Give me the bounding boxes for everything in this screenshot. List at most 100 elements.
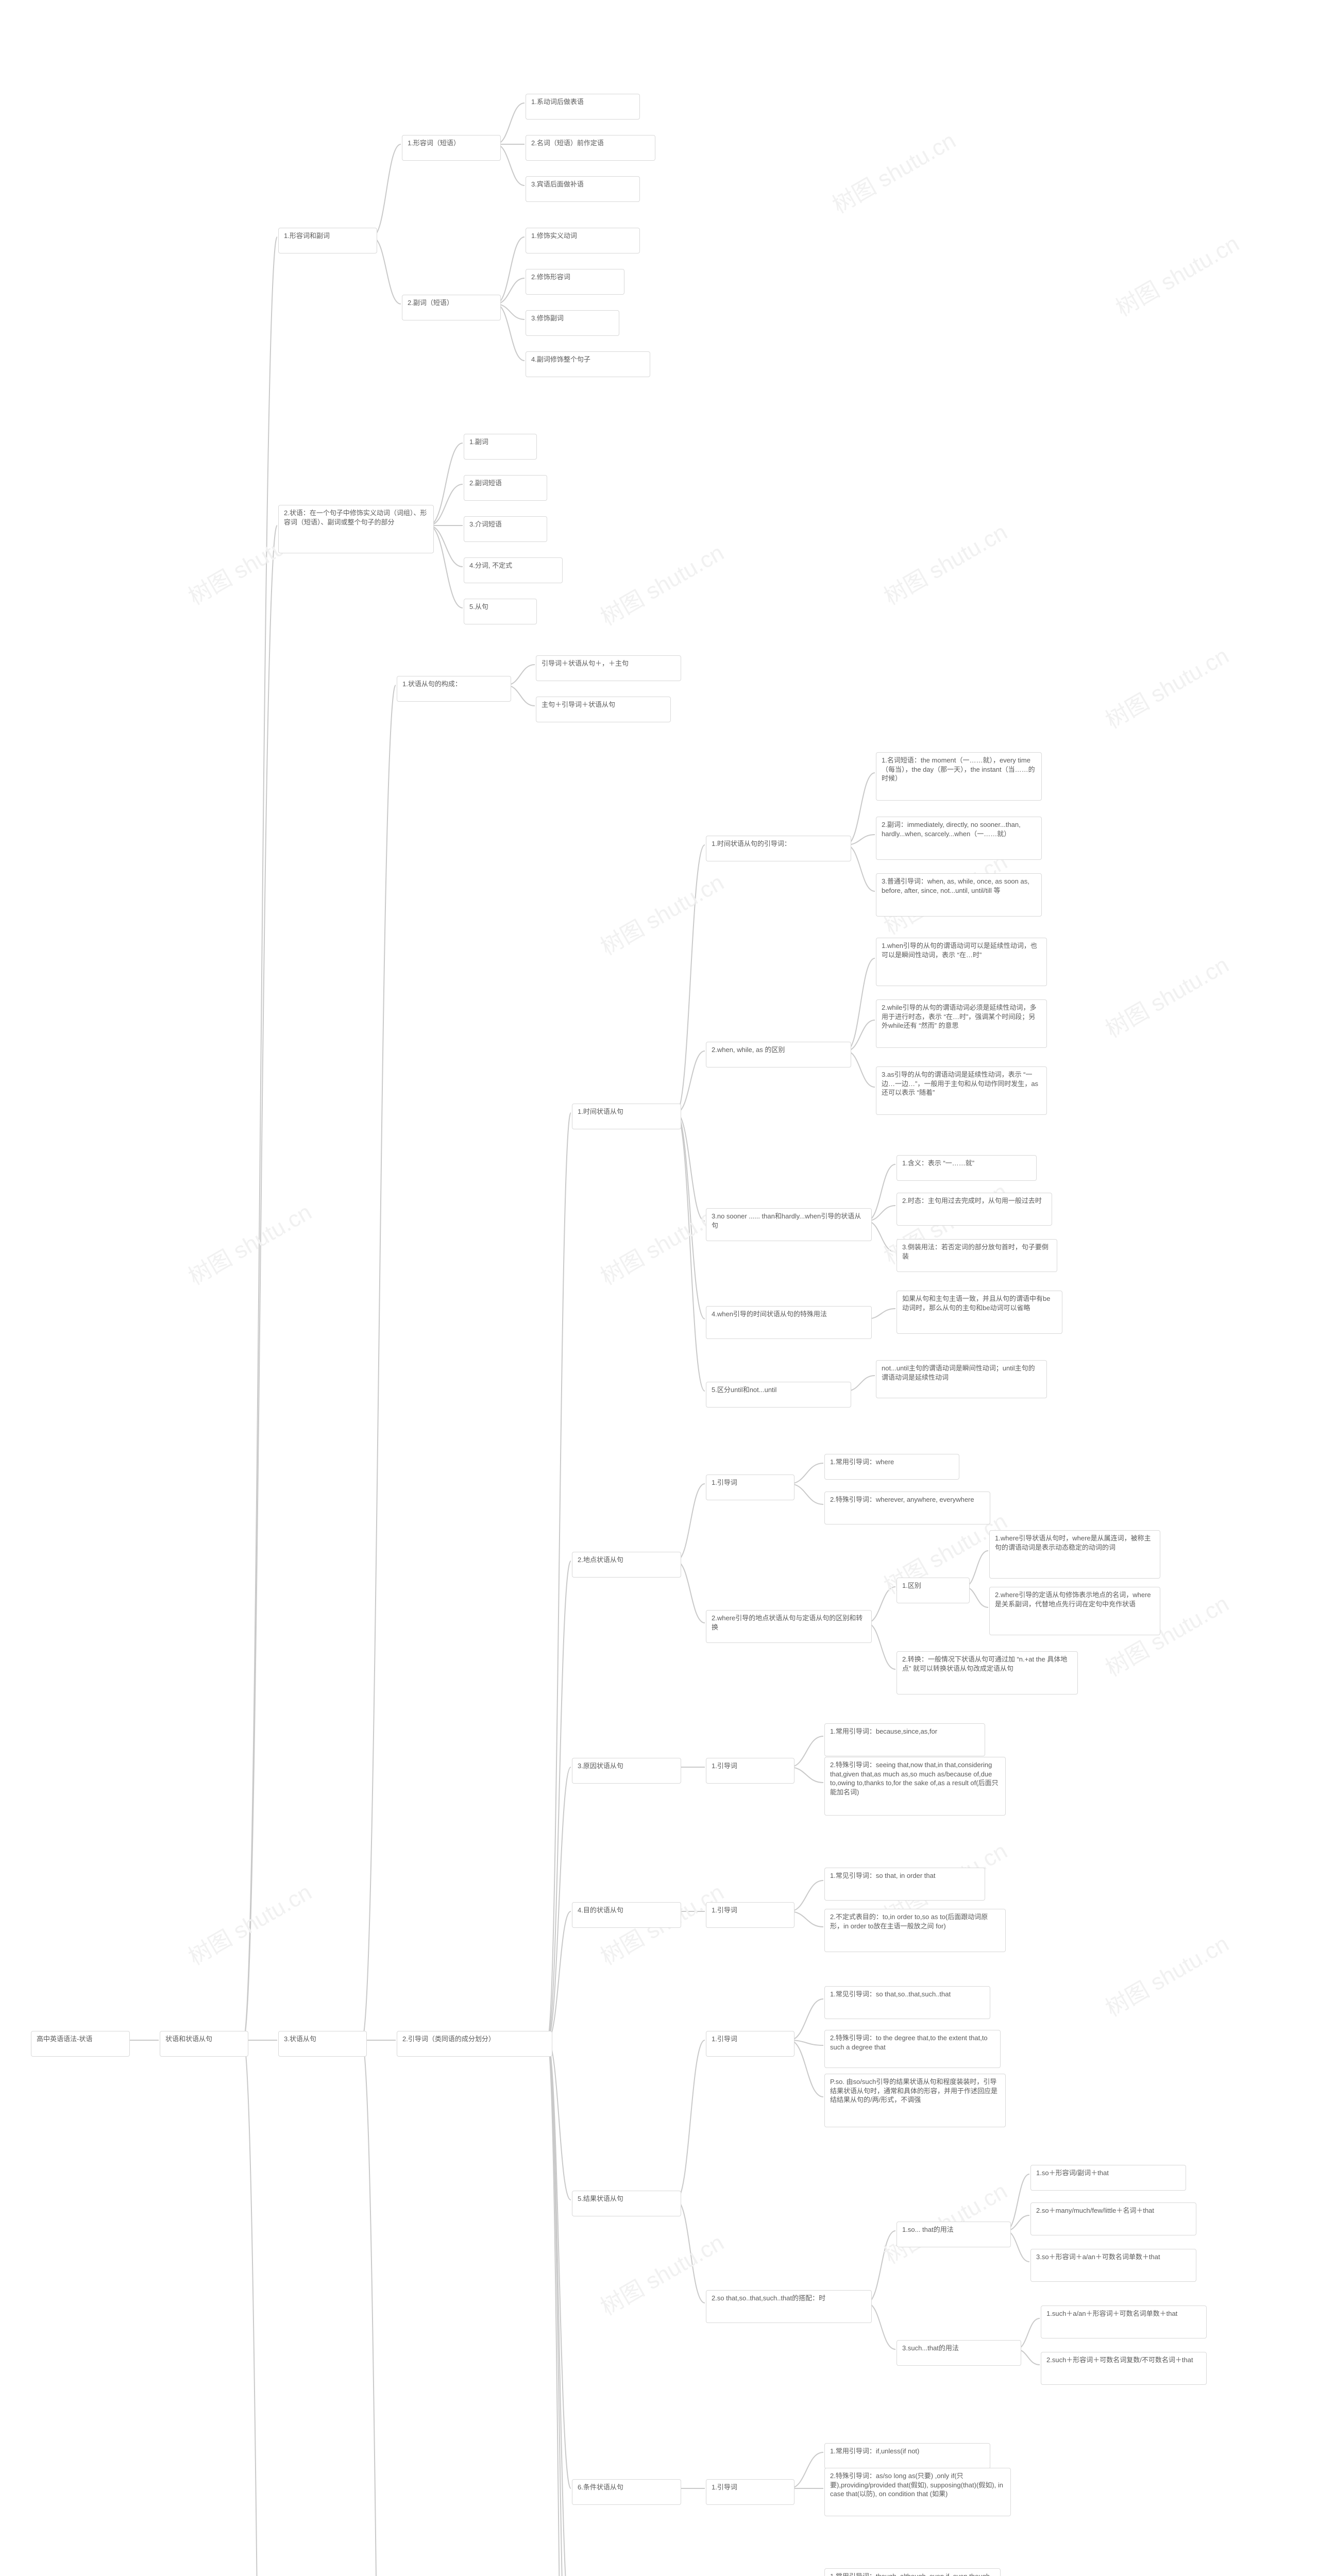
node-C1b2[interactable]: 2.while引导的从句的谓语动词必须是延续性动词，多用于进行时态，表示 “在…… [876, 999, 1047, 1048]
node-C5a3[interactable]: P.so. 由so/such引导的结果状语从句和程度装装时，引导结果状语从句时，… [824, 2074, 1006, 2127]
edge-B2-C9 [547, 2040, 571, 2576]
watermark: 树图 shutu.cn [181, 1194, 317, 1292]
node-C5b1a[interactable]: 1.so＋形容词/副词＋that [1030, 2165, 1186, 2191]
node-C2bR[interactable]: 1.区别 [897, 1578, 970, 1603]
node-C2[interactable]: 2.地点状语从句 [572, 1552, 681, 1578]
node-C3a[interactable]: 1.引导词 [706, 1758, 794, 1784]
node-A[interactable]: 状语和状语从句 [160, 2031, 248, 2057]
node-A2a[interactable]: 1.副词 [464, 434, 537, 460]
node-A1a1[interactable]: 1.系动词后做表语 [526, 94, 640, 120]
edge-C1-C1c [676, 1113, 705, 1221]
edge-C1-C1a [676, 845, 705, 1113]
node-C5b1[interactable]: 1.so... that的用法 [897, 2222, 1011, 2247]
edge-C1b-C1b1 [846, 958, 875, 1051]
node-C1c[interactable]: 3.no sooner ...... than和hardly...when引导的… [706, 1208, 872, 1241]
node-C3[interactable]: 3.原因状语从句 [572, 1758, 681, 1784]
node-A1[interactable]: 1.形容词和副词 [278, 228, 377, 253]
node-A2b[interactable]: 2.副词短语 [464, 475, 547, 501]
node-C5a[interactable]: 1.引导词 [706, 2031, 794, 2057]
node-C4a1[interactable]: 1.常见引导词：so that, in order that [824, 1868, 985, 1901]
edge-C5-C5a [676, 2040, 705, 2200]
edge-A-A4 [243, 2040, 277, 2576]
node-C6a2[interactable]: 2.特殊引导词：as/so long as(只要) ,only if(只要),p… [824, 2468, 1011, 2516]
watermark: 树图 shutu.cn [594, 865, 729, 962]
node-A2d[interactable]: 4.分词, 不定式 [464, 557, 563, 583]
node-C5b2[interactable]: 3.such...that的用法 [897, 2340, 1021, 2366]
edge-C1-C1e [676, 1113, 705, 1391]
node-C1d[interactable]: 4.when引导的时间状语从句的特殊用法 [706, 1306, 872, 1339]
node-C1c1[interactable]: 1.含义：表示 “一……就” [897, 1155, 1037, 1181]
node-C1e[interactable]: 5.区分until和not...until [706, 1382, 851, 1408]
watermark: 树图 shutu.cn [181, 1874, 317, 1972]
node-C4a2[interactable]: 2.不定式表目的：to,in order to,so as to(后面跟动词原形… [824, 1909, 1006, 1952]
edge-B2-C7 [547, 2040, 571, 2576]
node-C2a2[interactable]: 2.特殊引导词：wherever, anywhere, everywhere [824, 1492, 990, 1524]
node-B1a[interactable]: 引导词＋状语从句＋，＋主句 [536, 655, 681, 681]
node-C5[interactable]: 5.结果状语从句 [572, 2191, 681, 2216]
node-root[interactable]: 高中英语语法-状语 [31, 2031, 130, 2057]
node-A1b3[interactable]: 3.修饰副词 [526, 310, 619, 336]
node-C1a[interactable]: 1.时间状语从句的引导词： [706, 836, 851, 861]
node-C6a[interactable]: 1.引导词 [706, 2479, 794, 2505]
node-C2bR1[interactable]: 1.where引导状语从句时，where是从属连词，被称主句的谓语动词是表示动态… [989, 1530, 1160, 1579]
node-C5b2a[interactable]: 1.such＋a/an＋形容词＋可数名词单数＋that [1041, 2306, 1207, 2338]
node-B2[interactable]: 2.引导词（类同语的成分划分） [397, 2031, 552, 2057]
node-B1b[interactable]: 主句＋引导词＋状语从句 [536, 697, 671, 722]
node-A1b[interactable]: 2.副词（短语） [402, 295, 501, 320]
node-C1c3[interactable]: 3.倒装用法：若否定词的部分放句首时，句子要倒装 [897, 1239, 1057, 1272]
node-C2bR2[interactable]: 2.where引导的定语从句修饰表示地点的名词，where是关系副词，代替地点先… [989, 1587, 1160, 1635]
node-A3[interactable]: 3.状语从句 [278, 2031, 367, 2057]
node-C5b[interactable]: 2.so that,so..that,such..that的搭配：时 [706, 2290, 872, 2323]
node-C7a1[interactable]: 1.常用引导词：though, although, even if, even … [824, 2568, 1001, 2576]
node-C2a1[interactable]: 1.常用引导词：where [824, 1454, 959, 1480]
node-C2bT[interactable]: 2.转换：一般情况下状语从句可通过加 “n.+at the 具体地点” 就可以转… [897, 1651, 1078, 1694]
node-C1[interactable]: 1.时间状语从句 [572, 1104, 681, 1129]
node-C4[interactable]: 4.目的状语从句 [572, 1902, 681, 1928]
node-C1b[interactable]: 2.when, while, as 的区别 [706, 1042, 851, 1067]
node-C5b1c[interactable]: 3.so＋形容词＋a/an＋可数名词单数＋that [1030, 2249, 1196, 2282]
node-A1a2[interactable]: 2.名词（短语）前作定语 [526, 135, 655, 161]
node-C1a2[interactable]: 2.副词：immediately, directly, no sooner...… [876, 817, 1042, 860]
watermark: 树图 shutu.cn [1098, 638, 1234, 735]
watermark: 树图 shutu.cn [594, 535, 729, 632]
watermark: 树图 shutu.cn [1109, 226, 1244, 323]
node-C2b[interactable]: 2.where引导的地点状语从句与定语从句的区别和转换 [706, 1610, 872, 1643]
node-A2e[interactable]: 5.从句 [464, 599, 537, 624]
node-C2a[interactable]: 1.引导词 [706, 1475, 794, 1500]
node-C3a2[interactable]: 2.特殊引导词：seeing that,now that,in that,con… [824, 1757, 1006, 1816]
edge-A3-B3 [362, 2040, 396, 2576]
node-C5a2[interactable]: 2.特殊引导词：to the degree that,to the extent… [824, 2030, 1001, 2068]
node-C1c2[interactable]: 2.时态：主句用过去完成时，从句用一般过去时 [897, 1193, 1052, 1226]
node-C1d1[interactable]: 如果从句和主句主语一致，并且从句的谓语中有be动词时，那么从句的主句和be动词可… [897, 1291, 1062, 1334]
watermark: 树图 shutu.cn [594, 2565, 729, 2576]
node-C3a1[interactable]: 1.常用引导词：because,since,as,for [824, 1723, 985, 1756]
node-A1a3[interactable]: 3.宾语后面做补语 [526, 176, 640, 202]
node-C1a1[interactable]: 1.名词短语：the moment（一……就），every time（每当），t… [876, 752, 1042, 801]
node-A1a[interactable]: 1.形容词（短语） [402, 135, 501, 161]
edge-B2-C6 [547, 2040, 571, 2488]
page: { "layout": { "width": 2560, "height": 7… [0, 0, 1319, 2576]
node-C1e1[interactable]: not...until主句的谓语动词是瞬间性动词；until主句的谓语动词是延续… [876, 1360, 1047, 1398]
edge-A-A1 [243, 237, 277, 2040]
edge-C1a-C1a1 [846, 773, 875, 845]
watermark: 树图 shutu.cn [825, 123, 961, 220]
node-C5b2b[interactable]: 2.such＋形容词＋可数名词复数/不可数名词＋that [1041, 2352, 1207, 2385]
node-A1b1[interactable]: 1.修饰实义动词 [526, 228, 640, 253]
edge-B2-C8 [547, 2040, 571, 2576]
node-A1b2[interactable]: 2.修饰形容词 [526, 269, 624, 295]
edge-A1b-A1b1 [496, 237, 525, 304]
node-C5b1b[interactable]: 2.so＋many/much/few/little＋名词＋that [1030, 2202, 1196, 2235]
node-A2c[interactable]: 3.介词短语 [464, 516, 547, 542]
node-A1b4[interactable]: 4.副词修饰整个句子 [526, 351, 650, 377]
node-A2[interactable]: 2.状语：在一个句子中修饰实义动词（词组）、形容词（短语）、副词或整个句子的部分 [278, 505, 434, 553]
node-B1[interactable]: 1.状语从句的构成： [397, 676, 511, 702]
node-C1a3[interactable]: 3.普通引导词：when, as, while, once, as soon a… [876, 873, 1042, 917]
edge-C1-C1d [676, 1113, 705, 1319]
node-C1b3[interactable]: 3.as引导的从句的谓语动词是延续性动词，表示 “一边…一边…”，一般用于主句和… [876, 1066, 1047, 1115]
node-C6[interactable]: 6.条件状语从句 [572, 2479, 681, 2505]
watermark: 树图 shutu.cn [1098, 1926, 1234, 2023]
node-C1b1[interactable]: 1.when引导的从句的谓语动词可以是延续性动词，也可以是瞬间性动词，表示 “在… [876, 938, 1047, 986]
node-C5a1[interactable]: 1.常见引导词：so that,so..that,such..that [824, 1986, 990, 2019]
node-C6a1[interactable]: 1.常用引导词：if,unless(if not) [824, 2443, 990, 2469]
node-C4a[interactable]: 1.引导词 [706, 1902, 794, 1928]
